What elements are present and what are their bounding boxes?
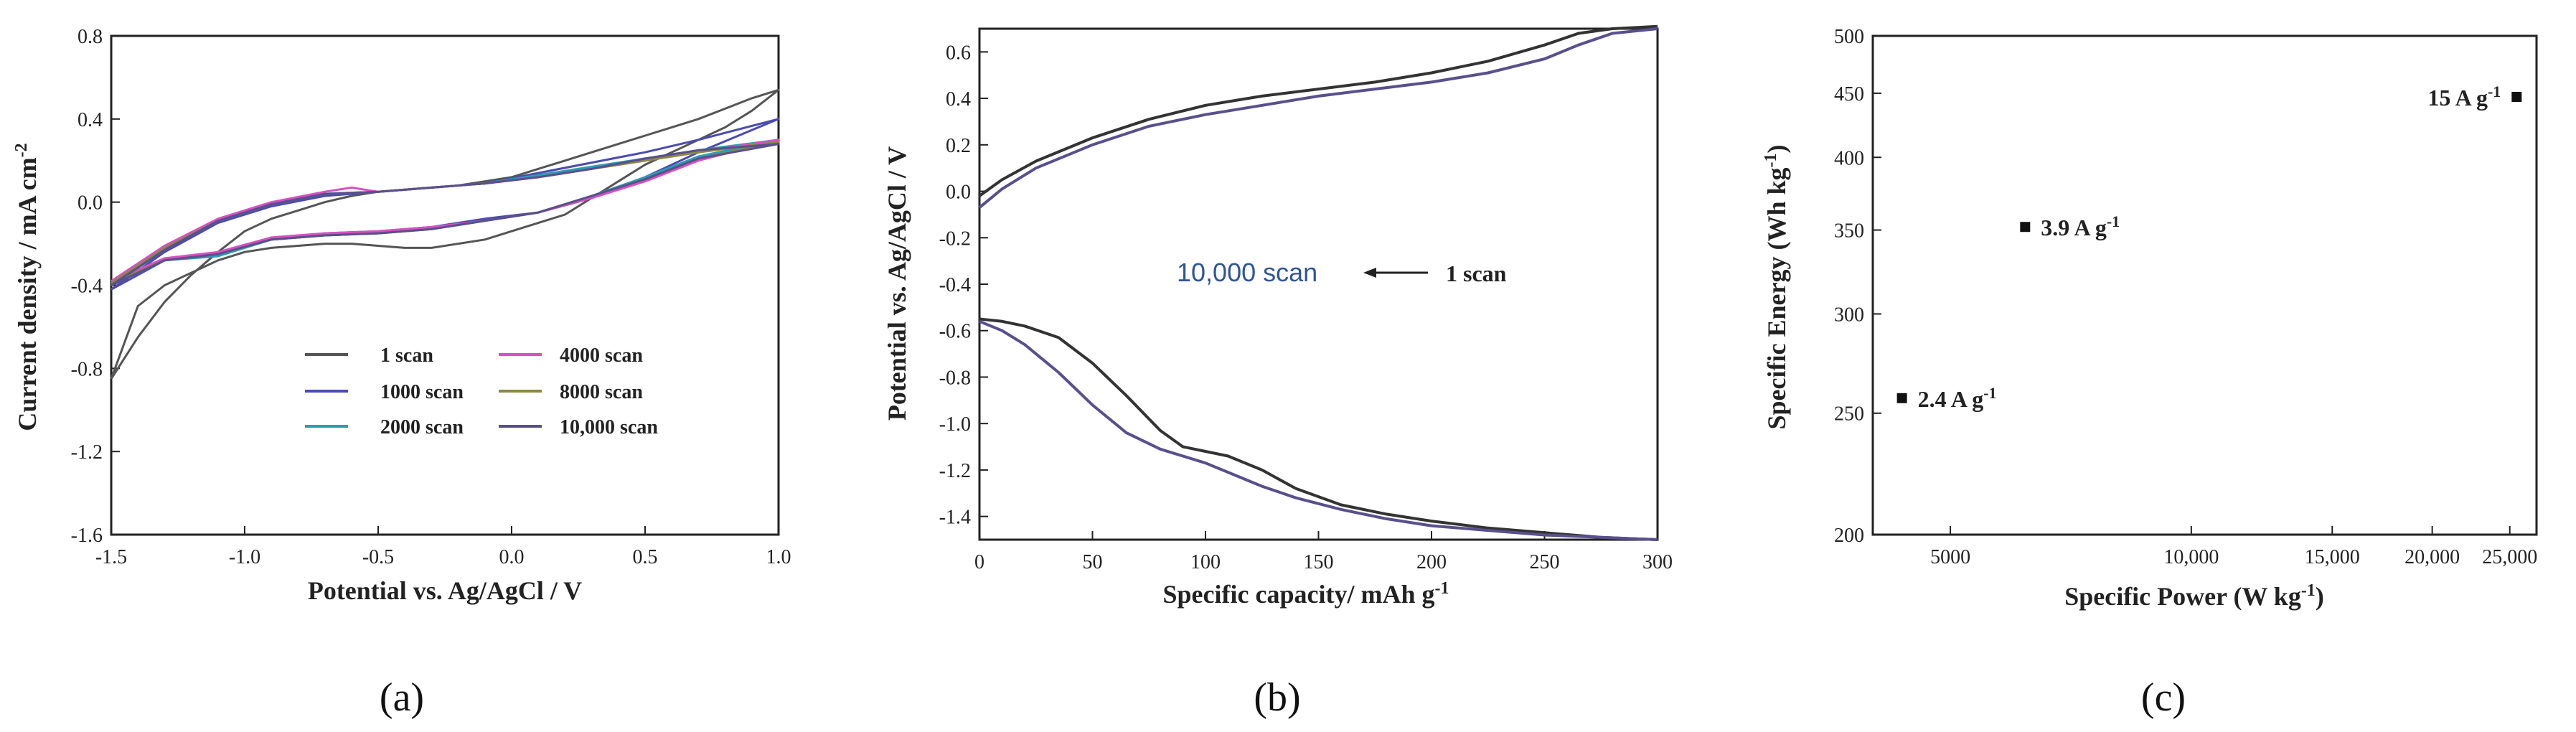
- panel-c-ytick-label: 200: [1834, 525, 1864, 547]
- panel-b-ytick-label: -0.8: [939, 367, 971, 389]
- panel-c-xtick-label: 5000: [1930, 546, 1970, 568]
- panel-c-xtick-label: 25,000: [2482, 546, 2537, 568]
- panel-a-label: (a): [380, 675, 424, 720]
- panel-a-ytick-label: -0.8: [71, 358, 103, 380]
- panel-b-xtick-label: 300: [1642, 551, 1673, 573]
- series-line-10-000-scan-discharge: [979, 319, 1658, 541]
- panel-b-ylabel: Potential vs. Ag/AgCl / V: [883, 146, 911, 421]
- panel-a-xtick-label: 0.5: [633, 546, 658, 568]
- panel-b-ytick-label: -1.2: [939, 460, 971, 482]
- panel-b-xlabel: Specific capacity/ mAh g-1: [1163, 579, 1449, 609]
- annotation-10000-scan: 10,000 scan: [1177, 258, 1317, 287]
- legend-label-1000-scan: 1000 scan: [380, 381, 464, 403]
- data-label-15-a-g: 15 A g-1: [2427, 82, 2501, 111]
- panel-a-ylabel: Current density / mA cm-2: [12, 143, 42, 431]
- legend-label-4000-scan: 4000 scan: [560, 344, 643, 367]
- panel-a-legend: 1 scan 1000 scan 2000 scan 4000 scan 800…: [305, 344, 658, 438]
- panel-c-ytick-label: 500: [1834, 26, 1864, 48]
- series-line-1-scan-charge: [978, 24, 1658, 197]
- panel-b-ytick-label: 0.0: [946, 182, 971, 204]
- panel-b-xtick-label: 50: [1083, 551, 1103, 573]
- panel-a-xtick-label: -1.0: [229, 546, 260, 568]
- panel-a-plot-frame: [110, 34, 780, 536]
- legend-label-10000-scan: 10,000 scan: [560, 416, 658, 438]
- panel-b-xtick-label: 150: [1304, 551, 1334, 573]
- data-point-2-4-a-g: [1896, 393, 1907, 403]
- legend-label-1-scan: 1 scan: [380, 344, 433, 367]
- panel-c-ytick-label: 350: [1834, 220, 1864, 243]
- panel-b-label: (b): [1254, 675, 1300, 720]
- series-line-10-000-scan-charge: [978, 27, 1658, 209]
- panel-b-ytick-label: 0.4: [946, 88, 971, 111]
- legend-label-2000-scan: 2000 scan: [380, 416, 464, 438]
- panel-c-xtick-label: 20,000: [2405, 546, 2460, 568]
- panel-a-xtick-label: 1.0: [766, 546, 791, 568]
- panel-b-ytick-label: 0.2: [946, 135, 971, 157]
- panel-c-plot-frame: [1871, 34, 2538, 536]
- panel-b-plot-frame: [978, 27, 1659, 541]
- series-line-10-000-scan: [111, 143, 780, 286]
- panel-c-label: (c): [2141, 675, 2186, 720]
- panel-b-ytick-label: -1.0: [939, 413, 971, 436]
- series-line-1-scan: [110, 88, 780, 380]
- annotation-1-scan: 1 scan: [1446, 261, 1507, 286]
- data-label-2-4-a-g: 2.4 A g-1: [1918, 383, 1997, 412]
- panel-a-ytick-label: -1.2: [71, 441, 103, 464]
- panel-b-xtick-label: 100: [1190, 551, 1221, 573]
- panel-a-xtick-label: 0.0: [499, 546, 525, 568]
- panel-a: -1.5 -1.0 -0.5 0.0 0.5 1.0 -1.6 -1.2 -0.8 -0.4 0.0…: [12, 26, 791, 720]
- panel-a-ytick-label: 0.0: [77, 192, 103, 215]
- panel-b-ytick-label: 0.6: [946, 42, 971, 64]
- data-point-15-a-g: [2511, 91, 2522, 102]
- panel-a-ytick-label: -0.4: [71, 276, 103, 298]
- panel-c-xtick-label: 15,000: [2305, 546, 2360, 568]
- panel-b-ytick-label: -0.6: [939, 321, 971, 343]
- data-label-3-9-a-g: 3.9 A g-1: [2041, 212, 2120, 241]
- panel-b-xtick-label: 250: [1530, 551, 1560, 573]
- panel-b-ytick-label: -1.4: [939, 507, 971, 529]
- panel-c-ylabel: Specific Energy (Wh kg-1): [1762, 145, 1791, 430]
- data-point-3-9-a-g: [2020, 222, 2031, 233]
- panel-c-ytick-label: 300: [1834, 304, 1864, 326]
- panel-c-xtick-label: 10,000: [2163, 546, 2219, 568]
- panel-c-ytick-label: 400: [1834, 147, 1864, 169]
- panel-a-ytick-label: 0.8: [77, 26, 103, 48]
- panel-c-ytick-label: 250: [1834, 403, 1864, 426]
- panel-a-xtick-label: -0.5: [362, 546, 394, 568]
- legend-label-8000-scan: 8000 scan: [560, 381, 643, 403]
- panel-a-ytick-label: -1.6: [71, 525, 103, 547]
- panel-c-ytick-label: 450: [1834, 83, 1864, 105]
- series-line-1-scan-discharge: [979, 317, 1658, 541]
- panel-a-ytick-label: 0.4: [77, 109, 103, 131]
- panel-b-ytick-label: -0.4: [939, 274, 971, 296]
- panel-b-ytick-label: -0.2: [939, 227, 971, 250]
- panel-c-xlabel: Specific Power (W kg-1): [2064, 581, 2324, 611]
- panel-b-xtick-label: 200: [1416, 551, 1447, 573]
- panel-a-xtick-label: -1.5: [95, 546, 127, 568]
- panel-b-xtick-label: 0: [974, 551, 984, 573]
- annotation-arrowhead: [1363, 268, 1376, 278]
- panel-a-xlabel: Potential vs. Ag/AgCl / V: [308, 576, 582, 605]
- panel-c: 5000 10,000 15,000 20,000 25,000 200 250 300 350…: [1762, 26, 2538, 720]
- panel-b: 0 50 100 150 200 250 300 -1.4 -1.2 -1.0 -0.8 -0.6 -0…: [883, 24, 1673, 720]
